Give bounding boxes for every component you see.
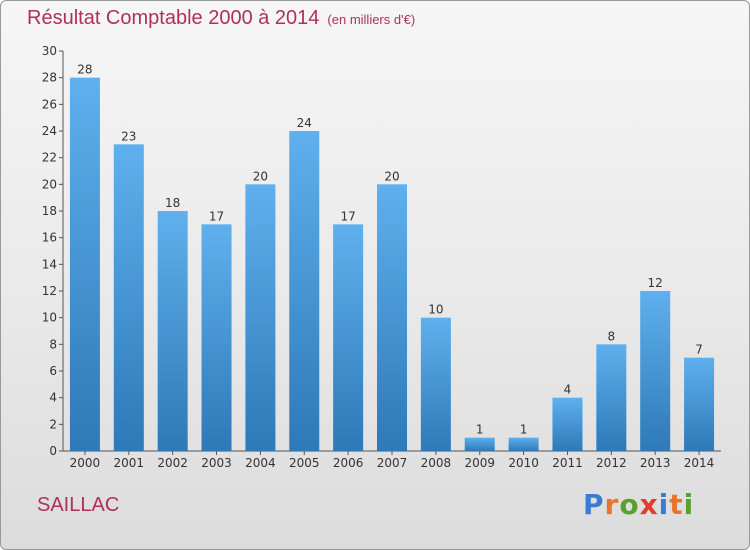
bar (201, 224, 232, 451)
x-tick-label: 2012 (596, 456, 627, 470)
y-tick-label: 10 (42, 311, 57, 325)
bar-value-label: 12 (648, 276, 663, 290)
x-tick-label: 2009 (464, 456, 495, 470)
y-tick-label: 2 (49, 417, 57, 431)
logo-letter: i (658, 488, 670, 521)
logo-letter: o (619, 488, 640, 521)
x-tick-label: 2008 (421, 456, 452, 470)
x-tick-label: 2003 (201, 456, 232, 470)
chart-title: Résultat Comptable 2000 à 2014 (en millie… (27, 7, 415, 30)
bar (69, 77, 100, 452)
chart-title-text: Résultat Comptable 2000 à 2014 (27, 7, 320, 29)
y-tick-label: 20 (42, 177, 57, 191)
y-tick-label: 16 (42, 231, 57, 245)
bar (333, 224, 364, 451)
bar-value-label: 1 (476, 423, 484, 437)
bar (640, 291, 671, 451)
y-tick-label: 28 (42, 71, 57, 85)
chart-subtitle: (en milliers d'€) (327, 12, 416, 27)
logo-letter: P (583, 488, 605, 521)
y-tick-label: 26 (42, 97, 57, 111)
bar (420, 317, 451, 451)
y-tick-label: 4 (49, 391, 57, 405)
x-tick-label: 2010 (508, 456, 539, 470)
bar (552, 397, 583, 451)
x-tick-label: 2013 (640, 456, 671, 470)
bar-value-label: 20 (253, 169, 268, 183)
x-tick-label: 2001 (114, 456, 145, 470)
bar (508, 437, 539, 451)
y-tick-label: 22 (42, 151, 57, 165)
bar-value-label: 18 (165, 196, 180, 210)
x-tick-label: 2007 (377, 456, 408, 470)
bar (113, 144, 144, 452)
bar-value-label: 20 (384, 169, 399, 183)
bar-value-label: 17 (209, 209, 224, 223)
logo-letter: x (639, 488, 659, 521)
x-tick-label: 2005 (289, 456, 320, 470)
bar (289, 131, 320, 451)
y-tick-label: 0 (49, 444, 57, 458)
bar-value-label: 7 (695, 343, 703, 357)
bar-value-label: 10 (428, 303, 443, 317)
x-tick-label: 2004 (245, 456, 276, 470)
x-tick-label: 2006 (333, 456, 364, 470)
bar-value-label: 4 (564, 383, 572, 397)
bar (596, 344, 627, 451)
x-tick-label: 2011 (552, 456, 583, 470)
bar-value-label: 28 (77, 63, 92, 77)
x-tick-label: 2002 (157, 456, 188, 470)
bar (245, 184, 276, 452)
y-tick-label: 14 (42, 257, 57, 271)
y-tick-label: 8 (49, 337, 57, 351)
bar (377, 184, 407, 452)
y-tick-label: 6 (49, 364, 57, 378)
bar (157, 211, 188, 451)
bar-value-label: 17 (340, 209, 355, 223)
y-tick-label: 24 (42, 124, 57, 138)
y-tick-label: 30 (42, 44, 57, 58)
bar (464, 437, 495, 451)
logo-letter: i (683, 488, 695, 521)
logo-letter: t (669, 488, 684, 521)
city-label: SAILLAC (37, 494, 120, 516)
logo-letter: r (604, 488, 620, 521)
bar-value-label: 24 (297, 116, 312, 130)
bar-value-label: 1 (520, 423, 528, 437)
x-tick-label: 2000 (70, 456, 101, 470)
y-tick-label: 12 (42, 284, 57, 298)
bar-value-label: 23 (121, 129, 136, 143)
y-tick-label: 18 (42, 204, 57, 218)
x-tick-label: 2014 (684, 456, 715, 470)
bar (684, 357, 715, 451)
proxiti-logo: Proxiti (583, 488, 694, 521)
bar-value-label: 8 (608, 329, 616, 343)
